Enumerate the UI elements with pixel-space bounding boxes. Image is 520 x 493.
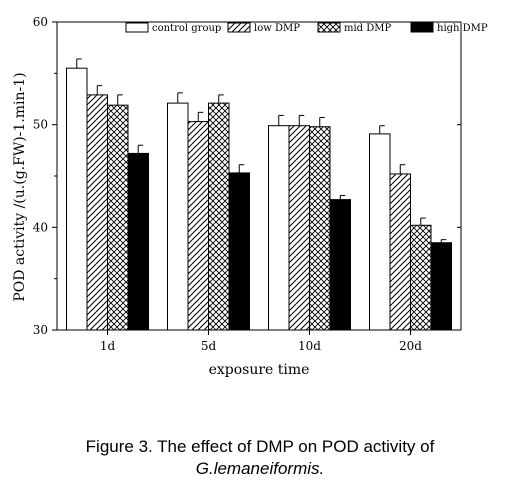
bar <box>309 126 331 331</box>
x-tick-label: 10d <box>298 339 321 353</box>
bar <box>268 125 290 331</box>
legend-swatch <box>410 22 434 33</box>
bar <box>389 173 411 331</box>
y-tick-label: 40 <box>33 220 48 234</box>
bar <box>288 125 310 331</box>
x-axis-label: exposure time <box>209 362 310 378</box>
x-axis: 1d 5d 10d 20d <box>100 330 422 353</box>
legend: control group low DMP mid DMP high DMP <box>125 22 488 34</box>
y-tick-label: 60 <box>33 15 48 29</box>
bar <box>410 224 432 331</box>
bar-series-group <box>66 58 452 331</box>
bar <box>187 121 209 331</box>
x-tick-label: 1d <box>100 339 116 353</box>
bar <box>329 199 351 331</box>
bar <box>208 102 230 331</box>
bar <box>167 102 189 331</box>
legend-label: mid DMP <box>344 23 392 34</box>
legend-swatch <box>125 22 149 33</box>
x-tick-label: 20d <box>399 339 422 353</box>
y-tick-label: 50 <box>33 118 48 132</box>
bar <box>430 242 452 331</box>
y-axis: 30 40 50 60 <box>33 15 461 337</box>
figure-caption-species: G.lemaneiformis. <box>195 459 325 478</box>
bar <box>66 67 88 331</box>
bar <box>127 152 149 331</box>
figure-caption: Figure 3. The effect of DMP on POD activ… <box>85 437 435 456</box>
bar <box>369 133 391 331</box>
y-axis-label: POD activity /(u.(g.FW)-1.min-1) <box>12 72 28 301</box>
legend-swatch <box>317 22 341 33</box>
legend-label: high DMP <box>437 23 488 34</box>
y-tick-label: 30 <box>33 323 48 337</box>
legend-label: control group <box>152 23 221 34</box>
legend-label: low DMP <box>254 23 300 34</box>
bar <box>228 172 250 331</box>
bar <box>86 94 108 331</box>
x-tick-label: 5d <box>201 339 217 353</box>
bar <box>107 104 129 331</box>
legend-swatch <box>227 22 251 33</box>
